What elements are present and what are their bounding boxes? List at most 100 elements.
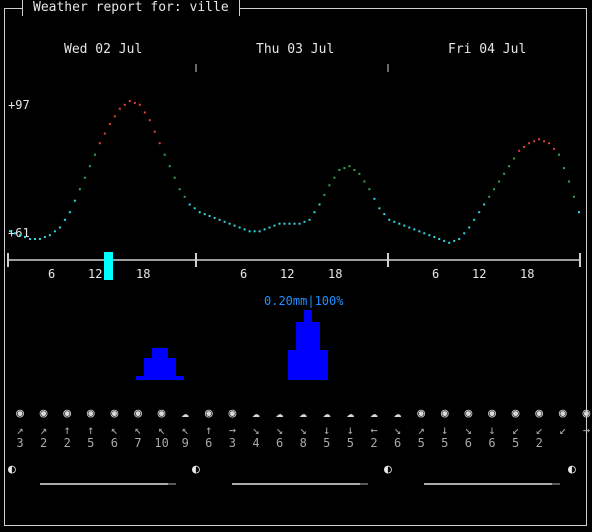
temp-point (573, 195, 575, 198)
temp-point (73, 199, 76, 202)
temp-point (133, 101, 136, 104)
temp-point (233, 224, 236, 227)
day-label-2: Thu 03 Jul (256, 42, 335, 57)
weather-symbol-icon: ☁ (252, 406, 260, 421)
temp-point (68, 211, 71, 214)
temp-point (428, 234, 431, 237)
temp-point (538, 138, 541, 141)
current-time-marker (104, 252, 113, 280)
wind-speed-value: 8 (299, 436, 307, 450)
wind-speed-value: 5 (346, 436, 354, 450)
temp-point (278, 222, 281, 225)
wind-direction-icon: ↙ (559, 423, 567, 437)
hour-tick-label: 18 (520, 267, 535, 281)
temp-point (88, 165, 91, 168)
weather-symbol-icon: ◉ (511, 406, 520, 421)
temp-point (503, 172, 506, 175)
temp-point (348, 165, 351, 168)
temp-point (308, 218, 311, 221)
temp-point (93, 153, 96, 156)
temp-point (98, 142, 101, 145)
temp-point (398, 222, 401, 225)
temp-point (268, 226, 271, 229)
temp-point (14, 232, 16, 235)
temp-point (163, 153, 166, 156)
temp-point (413, 228, 416, 231)
temp-point (243, 228, 246, 231)
temp-point (34, 238, 36, 240)
temp-point (438, 238, 441, 240)
temp-point (568, 180, 570, 183)
temp-point (188, 203, 191, 206)
temp-point (193, 207, 196, 210)
wind-speed-value: 2 (39, 436, 48, 450)
wind-speed-value: 5 (511, 436, 520, 450)
temp-point (9, 230, 11, 233)
wind-speed-value: 4 (252, 436, 260, 450)
temp-point (303, 220, 306, 223)
temp-point (423, 232, 426, 235)
weather-symbol-icon: ☁ (346, 406, 355, 421)
temp-point (173, 176, 176, 179)
temp-point (223, 220, 226, 223)
temp-point (543, 140, 546, 143)
wind-direction-icon: ↖ (110, 423, 118, 437)
wind-direction-icon: ↘ (299, 423, 307, 437)
temp-point (533, 140, 536, 143)
wind-speed-value: 5 (441, 436, 449, 450)
wind-direction-icon: ↓ (441, 423, 449, 437)
temp-point (323, 193, 326, 196)
temp-point (138, 103, 141, 106)
temp-point (143, 111, 146, 114)
wind-speed-value: 6 (205, 436, 213, 450)
temp-point (53, 230, 56, 233)
temp-point (343, 167, 346, 170)
weather-symbol-icon: ◉ (39, 406, 48, 421)
temp-point (168, 165, 171, 168)
day-label-1: Wed 02 Jul (64, 42, 143, 57)
wind-speed-value: 5 (417, 436, 425, 450)
hour-tick-label: 6 (240, 267, 248, 281)
temp-point (523, 146, 526, 148)
weather-symbol-icon: ◉ (558, 406, 567, 421)
weather-symbol-icon: ◉ (464, 406, 473, 421)
wind-direction-icon: ↙ (535, 423, 543, 437)
wind-direction-icon: ↖ (134, 423, 142, 437)
temp-point (368, 188, 371, 191)
temp-point (548, 142, 551, 145)
temp-point (288, 222, 291, 225)
temp-point (388, 218, 391, 221)
temp-point (178, 188, 181, 191)
wind-direction-icon: ↓ (488, 423, 496, 437)
temp-point (578, 211, 580, 214)
wind-speed-value: 6 (110, 436, 118, 450)
temp-point (63, 218, 66, 221)
moon-icon-1: ◐ (8, 462, 16, 477)
temp-point (83, 176, 86, 179)
wind-direction-icon: ↑ (63, 423, 71, 437)
temp-point (108, 123, 111, 125)
temp-point (518, 149, 521, 152)
weather-symbol-icon: ☁ (393, 406, 402, 421)
temp-point (338, 169, 341, 171)
temp-point (123, 103, 126, 106)
temp-point (553, 147, 555, 150)
temp-point (528, 142, 531, 145)
wind-direction-icon: ↗ (417, 423, 425, 437)
temp-point (273, 224, 276, 227)
temp-point (38, 238, 41, 240)
wind-direction-icon: ↓ (323, 423, 331, 437)
weather-symbol-icon: ◉ (488, 406, 496, 421)
temp-point (203, 213, 206, 216)
weather-symbol-icon: ☁ (275, 406, 284, 421)
temp-point (283, 222, 286, 225)
temp-point (473, 218, 476, 221)
weather-symbol-icon: ◉ (582, 406, 591, 421)
wind-speed-value: 2 (370, 436, 378, 450)
wind-direction-icon: ↖ (181, 423, 189, 437)
day-label-3: Fri 04 Jul (448, 42, 527, 57)
temp-point (408, 226, 411, 229)
temp-point (213, 216, 216, 219)
temp-point (448, 241, 451, 244)
precip-bar (136, 376, 184, 380)
